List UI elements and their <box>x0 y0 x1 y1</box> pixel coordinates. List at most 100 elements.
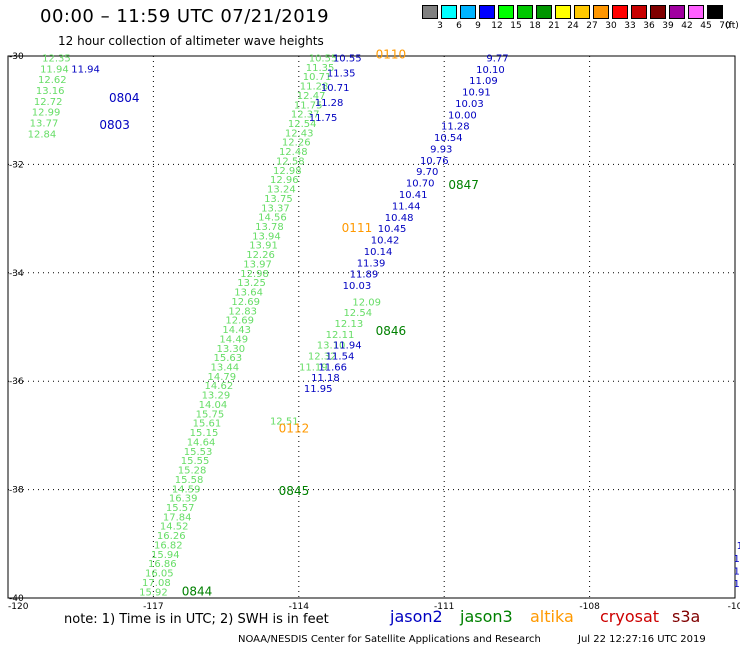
legend-unit: (ft) <box>725 21 739 31</box>
satellite-label-jason2: jason2 <box>390 607 443 626</box>
wave-height-value: 10.71 <box>303 72 332 83</box>
lat-label: -36 <box>9 377 24 387</box>
wave-height-value: 12.99 <box>32 108 61 119</box>
pass-time-label: 0844 <box>182 584 213 598</box>
wave-height-value: 10.14 <box>364 247 393 258</box>
wave-height-value: 11.39 <box>357 258 386 269</box>
wave-height-value: 14.04 <box>199 400 228 411</box>
pass-time-label: 0112 <box>279 422 310 436</box>
legend-label: 6 <box>456 21 462 31</box>
lat-label: -40 <box>9 594 24 604</box>
wave-height-value: 12.58 <box>276 156 305 167</box>
wave-height-value: 12.47 <box>297 91 326 102</box>
lon-label: -10 <box>728 602 740 612</box>
legend-swatch <box>669 5 685 19</box>
wave-height-value: 11 <box>733 567 740 578</box>
wave-height-value: 9.70 <box>416 167 438 178</box>
map-subtitle: 12 hour collection of altimeter wave hei… <box>58 34 324 48</box>
legend-swatch <box>460 5 476 19</box>
wave-height-value: 11.66 <box>318 362 347 373</box>
legend-swatch <box>688 5 704 19</box>
wave-height-value: 13.37 <box>261 203 290 214</box>
wave-height-value: 11.94 <box>71 64 100 75</box>
wave-height-value: 12.11 <box>326 330 355 341</box>
wave-height-value: 16.39 <box>169 494 198 505</box>
wave-height-value: 13.25 <box>237 278 266 289</box>
pass-time-label: 0846 <box>376 324 407 338</box>
map-title: 00:00 – 11:59 UTC 07/21/2019 <box>40 6 330 27</box>
satellite-label-s3a: s3a <box>672 607 701 626</box>
wave-height-value: 13.64 <box>234 288 263 299</box>
legend-swatch <box>707 5 723 19</box>
wave-height-value: 11.75 <box>294 100 323 111</box>
lat-label: -32 <box>9 160 24 170</box>
wave-height-value: 10 <box>733 554 740 565</box>
wave-height-value: 12.32 <box>308 352 337 363</box>
lon-label: -114 <box>289 602 310 612</box>
wave-height-value: 12.51 <box>270 417 299 428</box>
legend-swatch <box>498 5 514 19</box>
wave-height-value: 15.53 <box>184 447 213 458</box>
wave-height-value: 10.91 <box>462 88 491 99</box>
wave-height-value: 12.26 <box>282 138 311 149</box>
wave-height-value: 12.62 <box>38 75 67 86</box>
wave-height-value: 15.15 <box>190 428 219 439</box>
wave-height-value: 10.42 <box>371 236 400 247</box>
wave-height-value: 11.28 <box>441 122 470 133</box>
wave-height-value: 9.93 <box>430 144 452 155</box>
wave-height-value: 9.77 <box>486 53 508 64</box>
legend-label: 42 <box>681 21 693 31</box>
legend-swatch <box>536 5 552 19</box>
wave-height-value: 12.84 <box>28 129 57 140</box>
lon-label: -108 <box>579 602 600 612</box>
wave-height-value: 12.83 <box>228 306 257 317</box>
pass-time-label: 0110 <box>376 48 407 62</box>
legend-label: 21 <box>548 21 560 31</box>
wave-height-value: 13.10 <box>317 341 346 352</box>
legend-label: 24 <box>567 21 579 31</box>
wave-height-value: 12.54 <box>288 119 317 130</box>
wave-height-value: 14.62 <box>205 381 234 392</box>
wave-height-value: 12.26 <box>246 250 275 261</box>
legend-label: 18 <box>529 21 541 31</box>
wave-height-value: 14.49 <box>219 334 248 345</box>
wave-height-value: 10.71 <box>321 83 350 94</box>
legend-label: 39 <box>662 21 674 31</box>
wave-height-value: 11.28 <box>300 82 329 93</box>
footer-note: note: 1) Time is in UTC; 2) SWH is in fe… <box>64 612 329 627</box>
wave-height-value: 13.91 <box>249 241 278 252</box>
wave-height-value: 15.57 <box>166 503 195 514</box>
wave-height-value: 10.55 <box>333 53 362 64</box>
wave-height-value: 14.43 <box>222 325 251 336</box>
legend-label: 15 <box>510 21 522 31</box>
wave-height-value: 16.82 <box>154 540 183 551</box>
lat-label: -38 <box>9 486 24 496</box>
wave-height-value: 12.37 <box>291 110 320 121</box>
legend-swatch <box>631 5 647 19</box>
wave-height-value: 10.54 <box>434 133 463 144</box>
wave-height-value: 10.41 <box>399 190 428 201</box>
wave-height-value: 13.75 <box>264 194 293 205</box>
pass-time-label: 0804 <box>109 91 140 105</box>
wave-height-value: 16.26 <box>157 531 186 542</box>
wave-height-value: 10.03 <box>455 99 484 110</box>
wave-height-value: 15.55 <box>181 456 210 467</box>
wave-height-value: 10.76 <box>420 156 449 167</box>
wave-height-value: 15.61 <box>193 419 222 430</box>
wave-height-value: 12.43 <box>285 128 314 139</box>
wave-height-value: 11.35 <box>327 68 356 79</box>
wave-height-value: 13.97 <box>243 259 272 270</box>
satellite-label-altika: altika <box>530 607 574 626</box>
wave-height-value: 11.94 <box>333 341 362 352</box>
pass-time-label: 0111 <box>342 221 373 235</box>
legend-label: 9 <box>475 21 481 31</box>
wave-height-value: 10.03 <box>343 281 372 292</box>
legend-label: 45 <box>700 21 712 31</box>
wave-height-value: 11.94 <box>40 64 69 75</box>
wave-height-value: 12.69 <box>231 297 260 308</box>
wave-height-value: 12 <box>733 579 740 590</box>
pass-time-label: 0847 <box>448 178 479 192</box>
wave-height-value: 15.75 <box>196 409 225 420</box>
wave-height-value: 10.48 <box>385 213 414 224</box>
lon-label: -117 <box>143 602 163 612</box>
